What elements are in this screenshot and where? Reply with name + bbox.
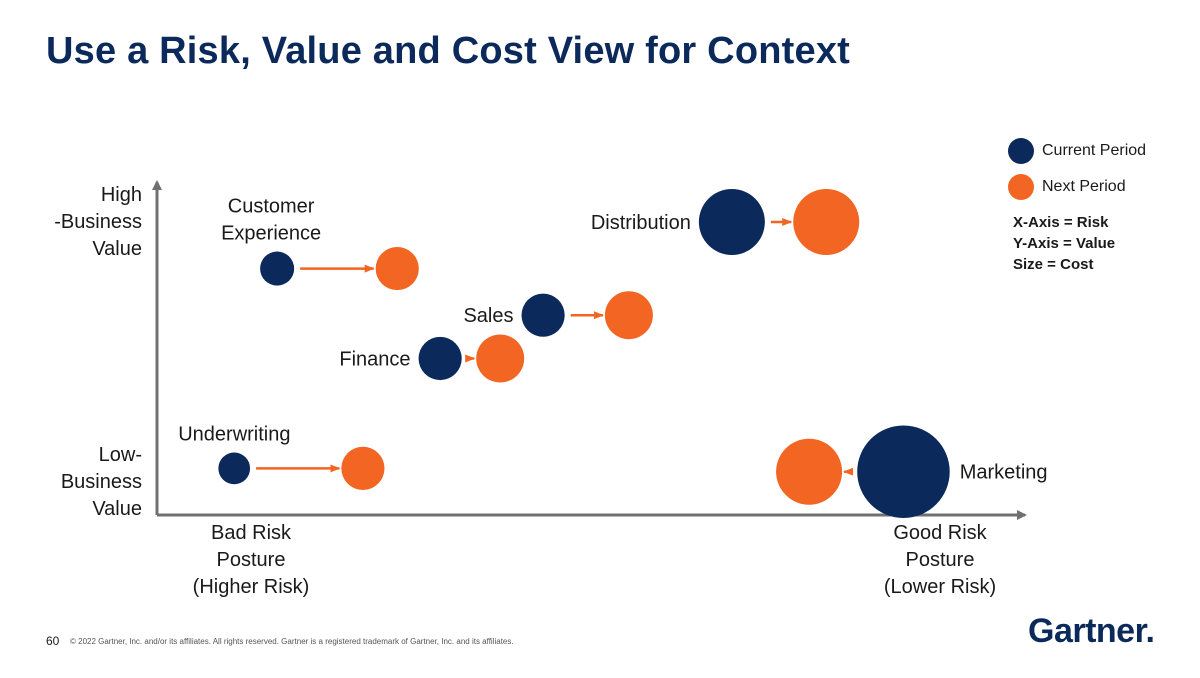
customer-experience-label-line: Experience [221, 223, 321, 245]
x-left-line-1: Bad Risk [210, 522, 292, 544]
y-high-line-2: -Business [54, 211, 142, 233]
current-period-dot-icon [1008, 138, 1034, 164]
customer-experience-current-bubble [260, 251, 295, 286]
finance-label: Finance [339, 348, 410, 370]
customer-experience-label-line: Customer [228, 196, 315, 218]
logo-dot: . [1145, 612, 1155, 650]
x-right-line-3: (Lower Risk) [883, 576, 997, 598]
x-right-line-2: Posture [905, 549, 975, 571]
marketing-label-line: Marketing [960, 462, 1048, 484]
y-high-line-1: High [100, 184, 142, 206]
marketing-next-bubble [776, 438, 843, 505]
marketing-label: Marketing [960, 462, 1048, 484]
axis-note-x: X-Axis = Risk [1013, 214, 1109, 231]
sales-current-bubble [521, 293, 565, 337]
distribution-label-line: Distribution [591, 212, 691, 234]
finance-current-bubble [418, 336, 462, 381]
y-low-line-1: Low- [98, 444, 142, 466]
x-axis-left-label: Bad Risk Posture (Higher Risk) [151, 520, 351, 601]
legend-next-label: Next Period [1042, 178, 1126, 195]
axis-note-size: Size = Cost [1013, 256, 1094, 273]
axis-note-y: Y-Axis = Value [1013, 235, 1116, 252]
axis-notes: X-Axis = Risk Y-Axis = Value Size = Cost [1013, 212, 1115, 275]
underwriting-label-line: Underwriting [178, 424, 290, 446]
page-number: 60 [46, 634, 60, 648]
logo-text: Gartner [1028, 612, 1146, 650]
y-axis-low-label: Low- Business Value [61, 442, 142, 523]
x-left-line-2: Posture [216, 549, 286, 571]
underwriting-next-bubble [341, 446, 385, 490]
sales-next-bubble [604, 291, 653, 340]
next-period-dot-icon [1008, 174, 1034, 200]
y-low-line-3: Value [92, 498, 142, 520]
customer-experience-next-bubble [375, 246, 419, 291]
finance-label-line: Finance [339, 348, 410, 370]
underwriting-label: Underwriting [178, 424, 290, 446]
finance-next-bubble [476, 334, 525, 383]
marketing-current-bubble [857, 425, 950, 518]
legend-current-label: Current Period [1042, 142, 1147, 159]
legend-item-next: Next Period [1008, 169, 1146, 205]
y-high-line-3: Value [92, 238, 142, 260]
slide-title: Use a Risk, Value and Cost View for Cont… [46, 30, 851, 72]
sales-label-line: Sales [463, 305, 513, 327]
x-axis-right-label: Good Risk Posture (Lower Risk) [840, 520, 1040, 601]
copyright-text: © 2022 Gartner, Inc. and/or its affiliat… [70, 637, 514, 646]
legend: Current Period Next Period [1008, 133, 1146, 205]
distribution-label: Distribution [591, 212, 691, 234]
distribution-current-bubble [698, 188, 765, 255]
y-axis-high-label: High -Business Value [54, 182, 142, 263]
customer-experience-label: Customer Experience [221, 196, 321, 245]
legend-item-current: Current Period [1008, 133, 1146, 169]
underwriting-current-bubble [218, 452, 251, 485]
x-right-line-1: Good Risk [893, 522, 987, 544]
x-left-line-3: (Higher Risk) [192, 576, 310, 598]
gartner-logo: Gartner. [1028, 612, 1155, 651]
y-low-line-2: Business [60, 471, 142, 493]
sales-label: Sales [463, 305, 513, 327]
distribution-next-bubble [793, 188, 860, 255]
